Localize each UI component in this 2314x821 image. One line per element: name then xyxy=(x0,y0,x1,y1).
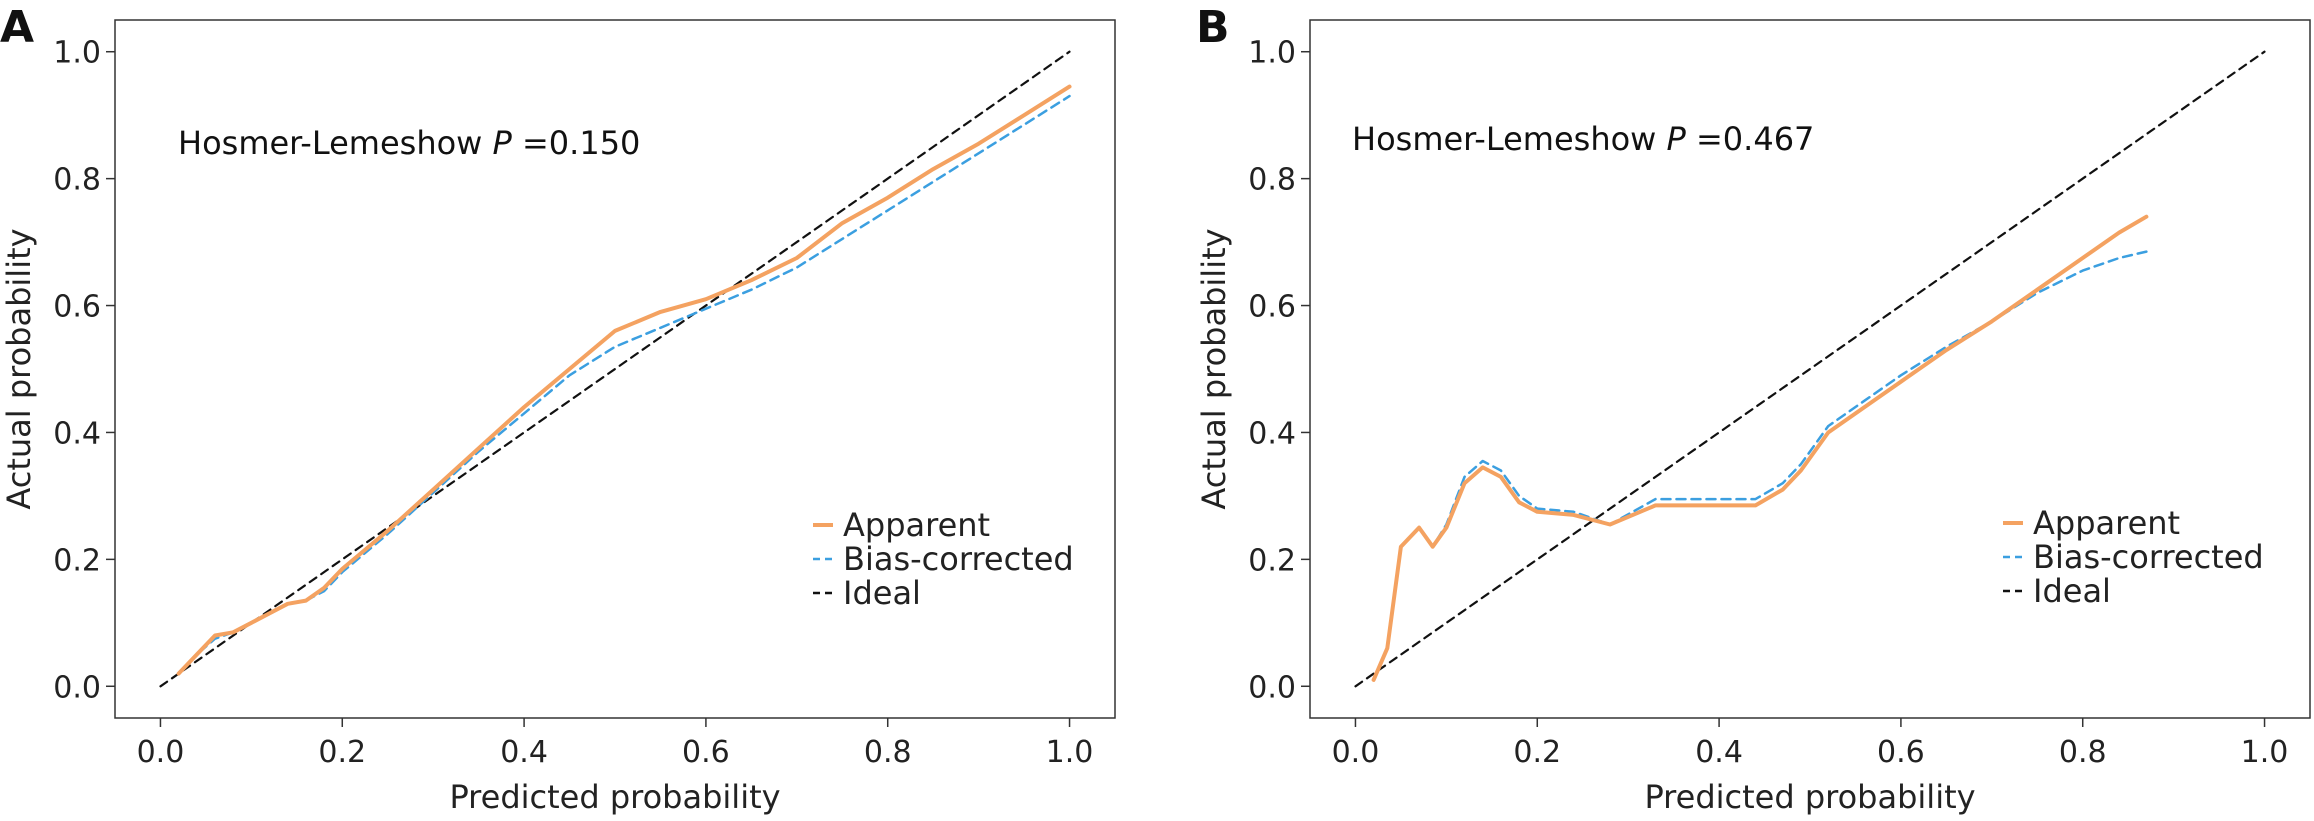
y-tick-label: 0.4 xyxy=(53,416,101,451)
x-tick-label: 0.4 xyxy=(1695,735,1743,770)
series-line-bias-corrected xyxy=(177,94,1071,675)
panel-letter: A xyxy=(0,2,34,53)
x-tick-label: 0.6 xyxy=(682,735,730,770)
legend-label-ideal: Ideal xyxy=(843,574,921,612)
panel-b: B 0.0 0.2 0.4 0.6 0.8 1.0 0.0 0.2 0.4 0.6 0.8 1.0 Pre… xyxy=(1195,2,2311,816)
legend-label-apparent: Apparent xyxy=(2033,504,2180,542)
y-tick-label: 0.6 xyxy=(1248,290,1296,325)
legend-label-bias-corrected: Bias-corrected xyxy=(843,540,1074,578)
hosmer-lemeshow-annotation: Hosmer-Lemeshow P =0.467 xyxy=(1352,120,1814,158)
panel-letter: B xyxy=(1196,2,1230,53)
x-tick-label: 0.8 xyxy=(2059,735,2107,770)
x-axis-label: Predicted probability xyxy=(449,778,780,816)
y-tick-label: 0.6 xyxy=(53,290,101,325)
legend-label-apparent: Apparent xyxy=(843,506,990,544)
x-tick-label: 0.8 xyxy=(864,735,912,770)
legend-label-bias-corrected: Bias-corrected xyxy=(2033,538,2264,576)
y-tick-label: 0.8 xyxy=(1248,163,1296,198)
y-tick-label: 0.2 xyxy=(53,543,101,578)
x-tick-label: 0.0 xyxy=(137,735,185,770)
series-line-bias-corrected xyxy=(1372,250,2148,682)
y-tick-label: 0.0 xyxy=(53,670,101,705)
y-tick-label: 0.2 xyxy=(1248,543,1296,578)
y-tick-label: 1.0 xyxy=(1248,36,1296,71)
x-axis-label: Predicted probability xyxy=(1644,778,1975,816)
y-axis-label: Actual probability xyxy=(0,228,38,509)
plot-frame xyxy=(1309,19,2311,719)
x-tick-label: 1.0 xyxy=(1046,735,1094,770)
series-line-apparent xyxy=(176,84,1072,676)
x-tick-label: 1.0 xyxy=(2241,735,2289,770)
series-line-apparent xyxy=(1371,214,2149,682)
y-tick-label: 1.0 xyxy=(53,36,101,71)
x-tick-label: 0.6 xyxy=(1877,735,1925,770)
y-axis-label: Actual probability xyxy=(1195,228,1233,509)
y-tick-label: 0.8 xyxy=(53,163,101,198)
series-line-ideal xyxy=(159,50,1071,688)
series-line-ideal xyxy=(1354,50,2266,688)
y-tick-label: 0.4 xyxy=(1248,416,1296,451)
x-tick-label: 0.4 xyxy=(500,735,548,770)
x-tick-label: 0.0 xyxy=(1332,735,1380,770)
hosmer-lemeshow-annotation: Hosmer-Lemeshow P =0.150 xyxy=(178,124,640,162)
legend-label-ideal: Ideal xyxy=(2033,572,2111,610)
x-tick-label: 0.2 xyxy=(318,735,366,770)
x-tick-label: 0.2 xyxy=(1513,735,1561,770)
plot-frame xyxy=(114,19,1116,719)
panel-a: A 0.0 0.2 0.4 0.6 0.8 1.0 0.0 0.2 0.4 0.6 0.8 1.0 Pre… xyxy=(0,2,1116,816)
y-tick-label: 0.0 xyxy=(1248,670,1296,705)
